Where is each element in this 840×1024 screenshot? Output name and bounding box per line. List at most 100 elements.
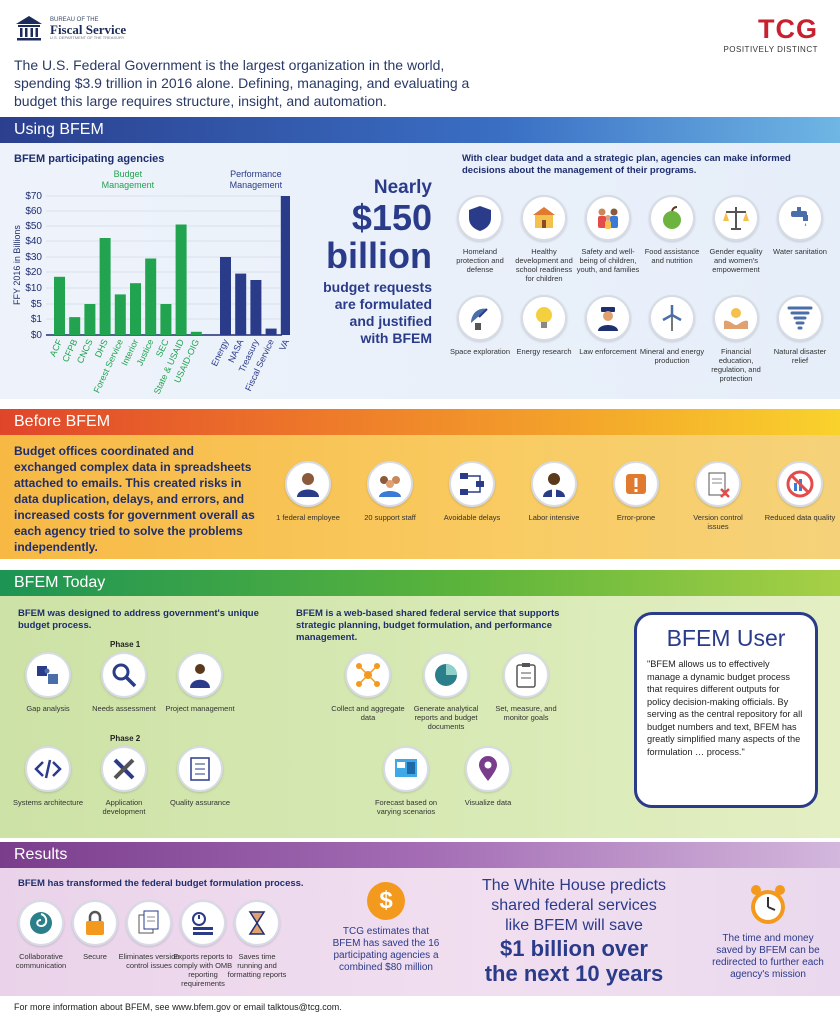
- before-item: Reduced data quality: [764, 461, 836, 522]
- agency-budget-chart: $0 $1 $5 $10 $20 $30 $40 $50 $60 $70 FFY 2016 in B…: [12, 169, 290, 396]
- program-item: Natural disaster relief: [767, 295, 833, 365]
- designed-heading: BFEM was designed to address government'…: [18, 608, 259, 631]
- program-item: Gender equality and women's empowerment: [703, 195, 769, 274]
- checklist-icon: [190, 757, 210, 781]
- service-item: Generate analytical reports and budget d…: [404, 652, 488, 731]
- program-item-label: Safety and well-being of children, youth…: [576, 247, 640, 274]
- family-icon: [598, 208, 618, 229]
- program-item-label: Law enforcement: [579, 347, 637, 356]
- lightbulb-icon: [536, 307, 552, 328]
- stat-budget-requests: budget requests: [323, 279, 432, 295]
- before-description: Budget offices coordinated and exchanged…: [14, 444, 255, 554]
- before-item-circle: [285, 461, 331, 507]
- police-officer-icon: [598, 307, 618, 331]
- fiscal-service-name: Fiscal Service: [50, 21, 127, 37]
- phase1-item-label: Needs assessment: [92, 704, 156, 713]
- category-label: VA: [277, 338, 290, 353]
- before-item-circle: [367, 461, 413, 507]
- network-icon: [356, 663, 380, 687]
- before-item-circle: [531, 461, 577, 507]
- stat-with-bfem: with BFEM: [360, 330, 432, 346]
- puzzle-icon: [37, 666, 58, 684]
- no-chart-icon: [786, 470, 814, 498]
- bar: [99, 238, 111, 335]
- results-heading: BFEM has transformed the federal budget …: [18, 878, 304, 889]
- before-item-label: Avoidable delays: [443, 513, 501, 522]
- program-item-label: Mineral and energy production: [639, 347, 705, 365]
- code-icon: [34, 759, 62, 779]
- program-item: Mineral and energy production: [639, 295, 705, 365]
- tcg-logo[interactable]: TCG POSITIVELY DISTINCT: [723, 14, 818, 54]
- savings-text: TCG estimates that BFEM has saved the 16…: [332, 926, 440, 973]
- before-item-label: Reduced data quality: [764, 513, 836, 522]
- program-item-circle: [457, 295, 503, 341]
- treasury-building-icon: [16, 16, 42, 41]
- flowchart-icon: [460, 473, 484, 495]
- program-item-circle: [649, 195, 695, 241]
- program-item-circle: [777, 195, 823, 241]
- before-item-label: 20 support staff: [364, 513, 416, 522]
- service-item: Visualize data: [446, 746, 530, 807]
- bar: [160, 304, 172, 335]
- phase2-item-circle: [25, 746, 71, 792]
- service-item: Set, measure, and monitor goals: [484, 652, 568, 722]
- faucet-icon: [791, 207, 808, 226]
- tcg-name: TCG: [758, 14, 818, 44]
- using-bfem-title: Using BFEM: [0, 117, 840, 143]
- program-item-label: Natural disaster relief: [773, 347, 827, 365]
- swirl-icon: [30, 912, 52, 934]
- service-item-label: Forecast based on varying scenarios: [374, 798, 438, 816]
- program-item-label: Food assistance and nutrition: [644, 247, 700, 265]
- white-house-block: The White House predicts shared federal …: [458, 876, 690, 986]
- phase1-item-circle: [25, 652, 71, 698]
- stat-nearly: Nearly: [373, 177, 432, 198]
- group-icon: [379, 476, 401, 497]
- phase2-item-label: Systems architecture: [12, 798, 84, 807]
- y-tick-label: $20: [25, 267, 42, 278]
- results-title: Results: [0, 842, 840, 868]
- results-item: Eliminates version control issues: [118, 900, 180, 970]
- program-item-circle: [521, 295, 567, 341]
- wh-line-2: shared federal services: [491, 897, 657, 914]
- phase1-item-circle: [101, 652, 147, 698]
- program-item-label: Homeland protection and defense: [456, 247, 504, 274]
- before-item-circle: [777, 461, 823, 507]
- warning-icon: [626, 474, 646, 494]
- fiscal-department-label: U.S. DEPARTMENT OF THE TREASURY: [50, 34, 125, 40]
- before-item: 1 federal employee: [272, 461, 344, 522]
- dashboard-icon: [395, 759, 417, 777]
- document-error-icon: [708, 472, 730, 498]
- y-tick-label: $1: [31, 314, 43, 325]
- phase2-item: Systems architecture: [12, 746, 84, 807]
- before-item: Avoidable delays: [436, 461, 508, 522]
- fiscal-service-logo[interactable]: BUREAU OF THE Fiscal Service U.S. DEPART…: [14, 14, 126, 42]
- category-label: Energy: [209, 337, 230, 368]
- group-label: Management: [102, 180, 155, 190]
- savings-block: $ TCG estimates that BFEM has saved the …: [328, 882, 444, 974]
- before-item-circle: [695, 461, 741, 507]
- tcg-tagline: POSITIVELY DISTINCT: [723, 45, 818, 54]
- bfem-user-quote: "BFEM allows us to effectively manage a …: [647, 659, 803, 757]
- stat-billion: billion: [326, 235, 432, 276]
- service-item: Forecast based on varying scenarios: [364, 746, 448, 816]
- clipboard-icon: [516, 663, 536, 688]
- wh-line-1: The White House predicts: [481, 877, 667, 894]
- dollar-coin-icon: $: [367, 882, 405, 920]
- before-item: Version control issues: [682, 461, 754, 531]
- program-item: Space exploration: [447, 295, 513, 356]
- bar: [114, 294, 126, 335]
- service-item-label: Generate analytical reports and budget d…: [413, 704, 479, 731]
- program-item: Healthy development and school readiness…: [511, 195, 577, 283]
- tornado-icon: [787, 306, 813, 330]
- program-item-circle: [777, 295, 823, 341]
- before-item-label: Labor intensive: [528, 513, 580, 522]
- redirect-block: The time and money saved by BFEM can be …: [708, 882, 828, 981]
- phase1-item: Project management: [164, 652, 236, 713]
- group-label: Budget: [114, 169, 143, 179]
- results-item: Collaborative communication: [10, 900, 72, 970]
- results-item-label: Exports reports to comply with OMB repor…: [173, 952, 233, 988]
- wh-line-4: $1 billion over: [500, 936, 648, 961]
- results-item-label: Saves time running and formatting report…: [227, 952, 287, 979]
- bar: [190, 331, 202, 335]
- y-tick-label: $40: [25, 236, 42, 247]
